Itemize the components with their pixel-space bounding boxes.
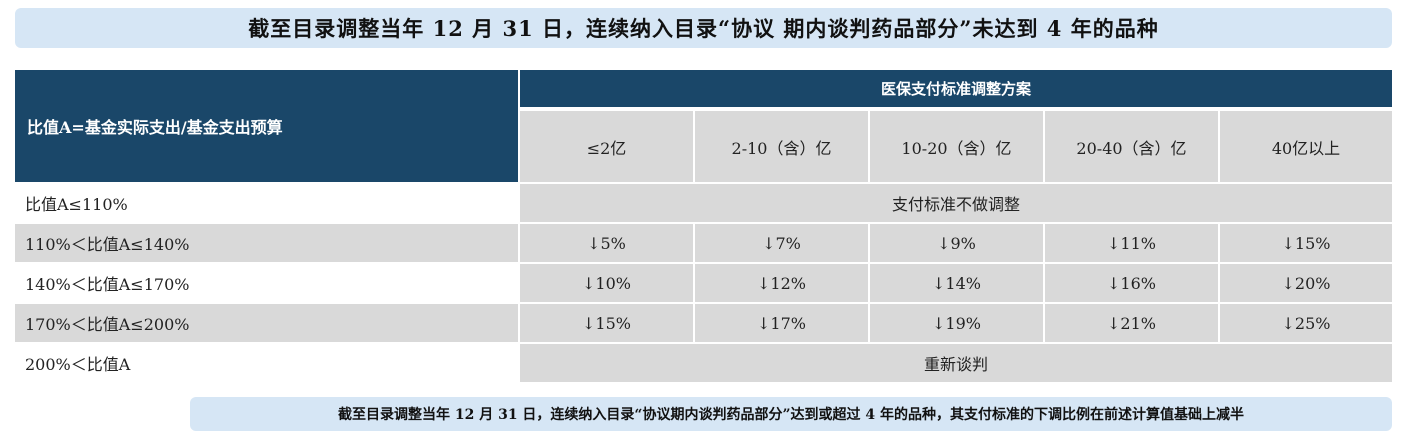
table-cell: ↓17% bbox=[694, 302, 870, 343]
table-cell: ↓25% bbox=[1219, 302, 1392, 343]
page-title: 截至目录调整当年 12 月 31 日，连续纳入目录“协议 期内谈判药品部分”未达… bbox=[15, 8, 1392, 48]
row-label: 110%＜比值A≤140% bbox=[15, 222, 520, 263]
payment-standard-table: 比值A=基金实际支出/基金支出预算 医保支付标准调整方案 ≤2亿 2-10（含）… bbox=[15, 70, 1392, 382]
column-header: 20-40（含）亿 bbox=[1044, 109, 1220, 183]
table-cell: ↓16% bbox=[1044, 262, 1220, 303]
row-label: 比值A≤110% bbox=[15, 182, 520, 223]
table-cell: ↓14% bbox=[869, 262, 1045, 303]
table-cell: ↓15% bbox=[1219, 222, 1392, 263]
row-label: 140%＜比值A≤170% bbox=[15, 262, 520, 303]
table-cell: ↓20% bbox=[1219, 262, 1392, 303]
header-row-top: 比值A=基金实际支出/基金支出预算 医保支付标准调整方案 bbox=[15, 70, 1392, 183]
column-header: 40亿以上 bbox=[1219, 109, 1392, 183]
table-cell: ↓10% bbox=[519, 262, 695, 303]
table-cell: ↓21% bbox=[1044, 302, 1220, 343]
table-cell: ↓5% bbox=[519, 222, 695, 263]
table-cell: ↓15% bbox=[519, 302, 695, 343]
table-cell: ↓9% bbox=[869, 222, 1045, 263]
column-header: 2-10（含）亿 bbox=[694, 109, 870, 183]
table-row: 140%＜比值A≤170% ↓10% ↓12% ↓14% ↓16% ↓20% bbox=[15, 262, 1392, 303]
row-label: 170%＜比值A≤200% bbox=[15, 302, 520, 343]
table-cell: ↓11% bbox=[1044, 222, 1220, 263]
left-header: 比值A=基金实际支出/基金支出预算 bbox=[15, 70, 520, 183]
table-cell: ↓19% bbox=[869, 302, 1045, 343]
table-cell: ↓7% bbox=[694, 222, 870, 263]
table-row: 比值A≤110% 支付标准不做调整 bbox=[15, 182, 1392, 223]
row-span-value: 重新谈判 bbox=[519, 342, 1392, 382]
column-header: 10-20（含）亿 bbox=[869, 109, 1045, 183]
row-label: 200%＜比值A bbox=[15, 342, 520, 382]
table-row: 200%＜比值A 重新谈判 bbox=[15, 342, 1392, 382]
table-row: 110%＜比值A≤140% ↓5% ↓7% ↓9% ↓11% ↓15% bbox=[15, 222, 1392, 263]
footnote: 截至目录调整当年 12 月 31 日，连续纳入目录“协议期内谈判药品部分”达到或… bbox=[190, 397, 1392, 431]
column-header: ≤2亿 bbox=[519, 109, 695, 183]
row-span-value: 支付标准不做调整 bbox=[519, 182, 1392, 223]
header-row-sub: ≤2亿 2-10（含）亿 10-20（含）亿 20-40（含）亿 40亿以上 bbox=[15, 109, 1392, 183]
group-header: 医保支付标准调整方案 bbox=[519, 70, 1392, 111]
table-row: 170%＜比值A≤200% ↓15% ↓17% ↓19% ↓21% ↓25% bbox=[15, 302, 1392, 343]
table-cell: ↓12% bbox=[694, 262, 870, 303]
